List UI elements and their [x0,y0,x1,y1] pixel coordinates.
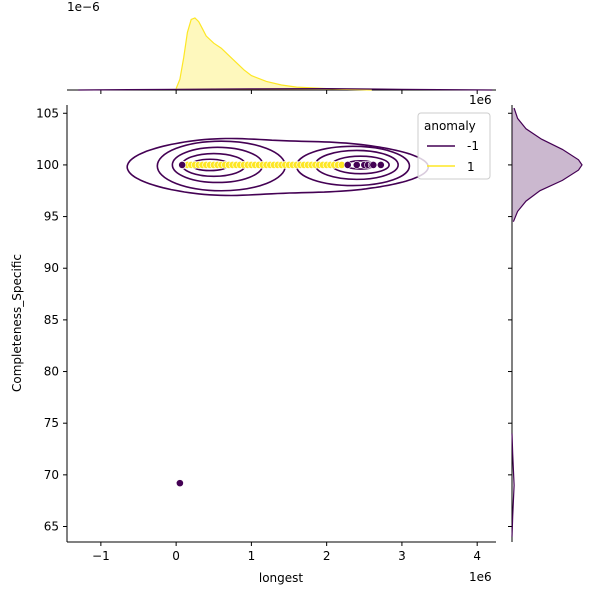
y-tick-label: 105 [36,106,59,120]
x-scale-offset-label: 1e6 [469,570,492,584]
y-marginal-kde [508,105,583,542]
legend-label-neg1: -1 [467,139,479,153]
y-tick-label: 90 [44,261,59,275]
y-tick-label: 65 [44,520,59,534]
y-tick-label: 80 [44,365,59,379]
scatter-point-anomaly-neg1 [352,161,361,169]
y-tick-label: 70 [44,468,59,482]
x-tick-label: 4 [473,549,481,563]
legend: anomaly -1 1 [417,112,491,180]
y-tick-label: 75 [44,416,59,430]
x-tick-label: 0 [172,549,180,563]
main-plot-area: −1 0 1 2 3 4 65 70 75 80 85 90 95 100 105 [36,105,496,563]
x-tick-label: 1 [248,549,256,563]
scatter-point-anomaly-neg1 [175,479,184,488]
x-tick-label: 2 [323,549,331,563]
x-tick-label: 3 [398,549,406,563]
legend-title: anomaly [424,119,476,133]
y-tick-label: 95 [44,210,59,224]
kde-contour-line [126,137,430,197]
x-marginal-fill [176,18,372,90]
y-marginal-fill [512,108,582,222]
x-marginal-curve [78,87,493,91]
y-marginal-scale-label: 1e6 [469,93,492,107]
x-marginal-scale-label: 1e−6 [67,0,100,14]
y-tick-label: 85 [44,313,59,327]
legend-label-pos1: 1 [467,160,475,174]
y-marginal-curve [512,107,583,222]
x-axis-label: longest [259,571,304,585]
y-marginal-curve [511,433,515,537]
scatter-point-anomaly-neg1 [369,161,378,169]
y-axis-label: Completeness_Specific [10,254,24,392]
scatter-point-anomaly-neg1 [343,161,352,169]
x-tick-label: −1 [92,549,110,563]
scatter-point-anomaly-neg1 [376,161,385,169]
y-tick-label: 100 [36,158,59,172]
scatter-point-anomaly-neg1 [178,161,187,169]
x-marginal-kde [67,17,496,94]
